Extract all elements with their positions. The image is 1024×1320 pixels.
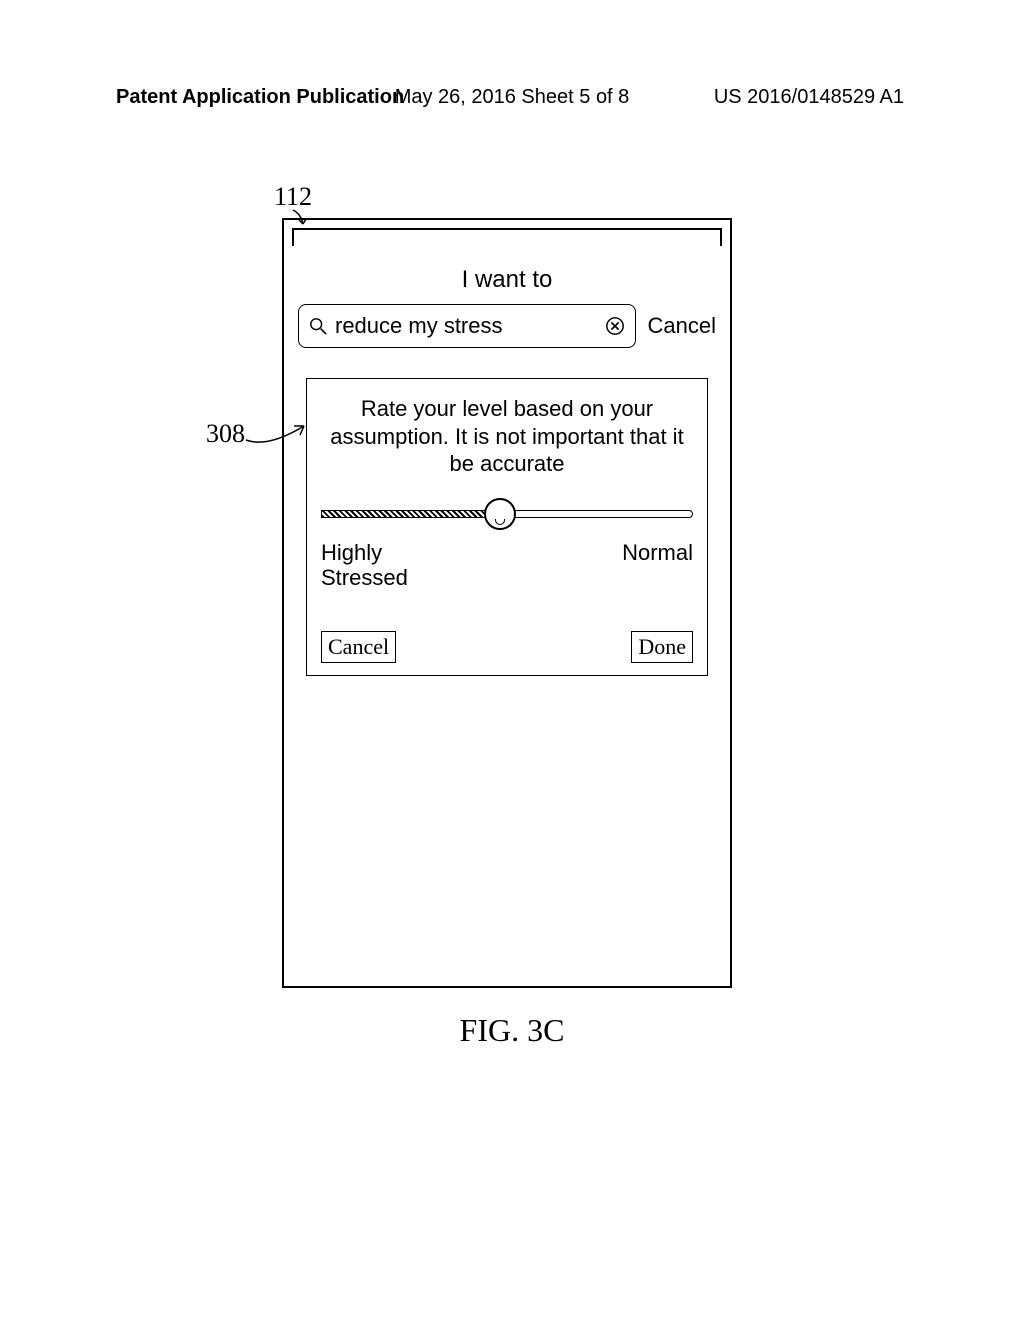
rating-card: Rate your level based on your assumption…: [306, 378, 708, 676]
screen-title: I want to: [284, 266, 730, 294]
card-button-row: Cancel Done: [321, 631, 693, 663]
stress-slider[interactable]: [321, 496, 693, 530]
done-button[interactable]: Done: [631, 631, 693, 663]
search-cancel-button[interactable]: Cancel: [648, 313, 716, 339]
clear-search-icon[interactable]: [605, 316, 625, 336]
phone-frame: I want to reduce my stress Cancel Rate y…: [282, 218, 732, 988]
slider-min-label: Highly Stressed: [321, 540, 408, 591]
slider-thumb-notch-icon: [495, 519, 505, 525]
slider-min-label-line1: Highly: [321, 540, 382, 565]
figure-label: FIG. 3C: [0, 1012, 1024, 1049]
header-right: US 2016/0148529 A1: [714, 86, 904, 109]
slider-max-label: Normal: [622, 540, 693, 591]
slider-track-empty: [500, 510, 693, 518]
search-icon: [309, 317, 327, 335]
phone-notch: [292, 228, 722, 246]
search-input[interactable]: reduce my stress: [335, 313, 597, 339]
leader-arrow-308-icon: [244, 418, 318, 460]
slider-labels: Highly Stressed Normal: [321, 540, 693, 591]
rating-prompt: Rate your level based on your assumption…: [321, 395, 693, 496]
slider-thumb[interactable]: [484, 498, 516, 530]
search-row: reduce my stress Cancel: [298, 304, 716, 348]
slider-min-label-line2: Stressed: [321, 565, 408, 590]
reference-numeral-308: 308: [206, 419, 245, 449]
slider-track-filled: [321, 510, 500, 518]
search-box[interactable]: reduce my stress: [298, 304, 636, 348]
cancel-button[interactable]: Cancel: [321, 631, 396, 663]
